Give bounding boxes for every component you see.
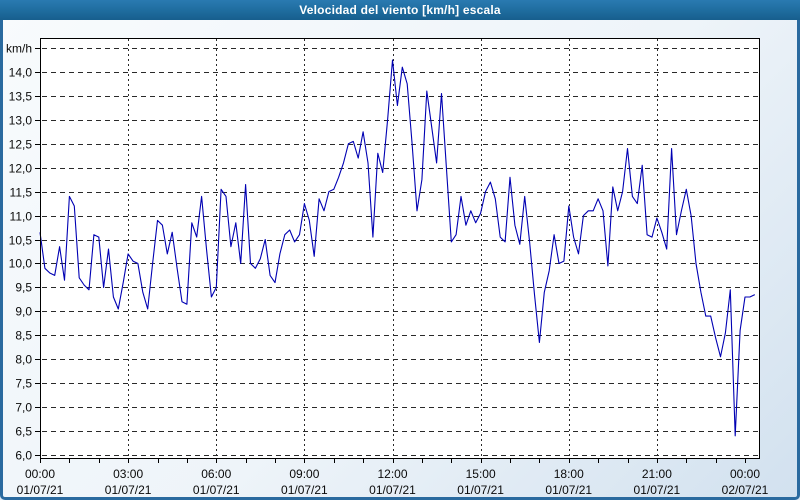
y-axis-unit-label: km/h <box>6 42 32 56</box>
window-titlebar: Velocidad del viento [km/h] escala <box>0 0 800 20</box>
plot-area <box>40 38 760 459</box>
wind-speed-chart: 6,0 6,5 7,0 7,5 8,0 8,5 9,0 9,5 10,0 10,5 11,0 11,5… <box>6 38 769 498</box>
x-tick-time-label: 18:00 <box>554 467 584 481</box>
axis-ticks <box>35 48 746 463</box>
x-tick-time-label: 06:00 <box>201 467 231 481</box>
y-tick-label: 13,5 <box>9 90 33 104</box>
x-tick-time-label: 09:00 <box>289 467 319 481</box>
x-tick-time-label: 15:00 <box>466 467 496 481</box>
y-tick-label: 6,0 <box>15 449 32 463</box>
y-tick-label: 9,0 <box>15 305 32 319</box>
y-tick-label: 12,5 <box>9 138 33 152</box>
wind-speed-series-line <box>39 59 756 437</box>
y-tick-label: 12,0 <box>9 162 33 176</box>
y-tick-label: 8,5 <box>15 329 32 343</box>
x-tick-date-label: 01/07/21 <box>105 483 152 497</box>
y-tick-label: 14,0 <box>9 66 33 80</box>
x-tick-date-label: 01/07/21 <box>545 483 592 497</box>
x-tick-time-label: 03:00 <box>113 467 143 481</box>
window-title: Velocidad del viento [km/h] escala <box>299 3 501 17</box>
axis-labels: 6,0 6,5 7,0 7,5 8,0 8,5 9,0 9,5 10,0 10,5 11,0 11,5… <box>6 42 769 498</box>
x-tick-time-label: 12:00 <box>377 467 407 481</box>
y-tick-label: 9,5 <box>15 281 32 295</box>
plot-border <box>40 38 760 459</box>
x-tick-date-label: 01/07/21 <box>281 483 328 497</box>
x-tick-date-label: 01/07/21 <box>17 483 64 497</box>
y-tick-label: 13,0 <box>9 114 33 128</box>
x-tick-date-label: 01/07/21 <box>634 483 681 497</box>
x-tick-date-label: 02/07/21 <box>722 483 769 497</box>
y-tick-label: 11,5 <box>10 186 33 200</box>
y-tick-label: 7,0 <box>15 401 32 415</box>
x-tick-date-label: 01/07/21 <box>369 483 416 497</box>
x-tick-time-label: 00:00 <box>25 467 55 481</box>
y-tick-label: 11,0 <box>10 210 33 224</box>
x-tick-date-label: 01/07/21 <box>193 483 240 497</box>
gridlines <box>42 39 758 458</box>
x-tick-time-label: 00:00 <box>730 467 760 481</box>
y-tick-label: 10,5 <box>9 234 33 248</box>
x-tick-time-label: 21:00 <box>642 467 672 481</box>
y-tick-label: 10,0 <box>9 257 33 271</box>
y-tick-label: 7,5 <box>15 377 32 391</box>
x-tick-date-label: 01/07/21 <box>457 483 504 497</box>
y-tick-label: 6,5 <box>15 425 32 439</box>
y-tick-label: 8,0 <box>15 353 32 367</box>
